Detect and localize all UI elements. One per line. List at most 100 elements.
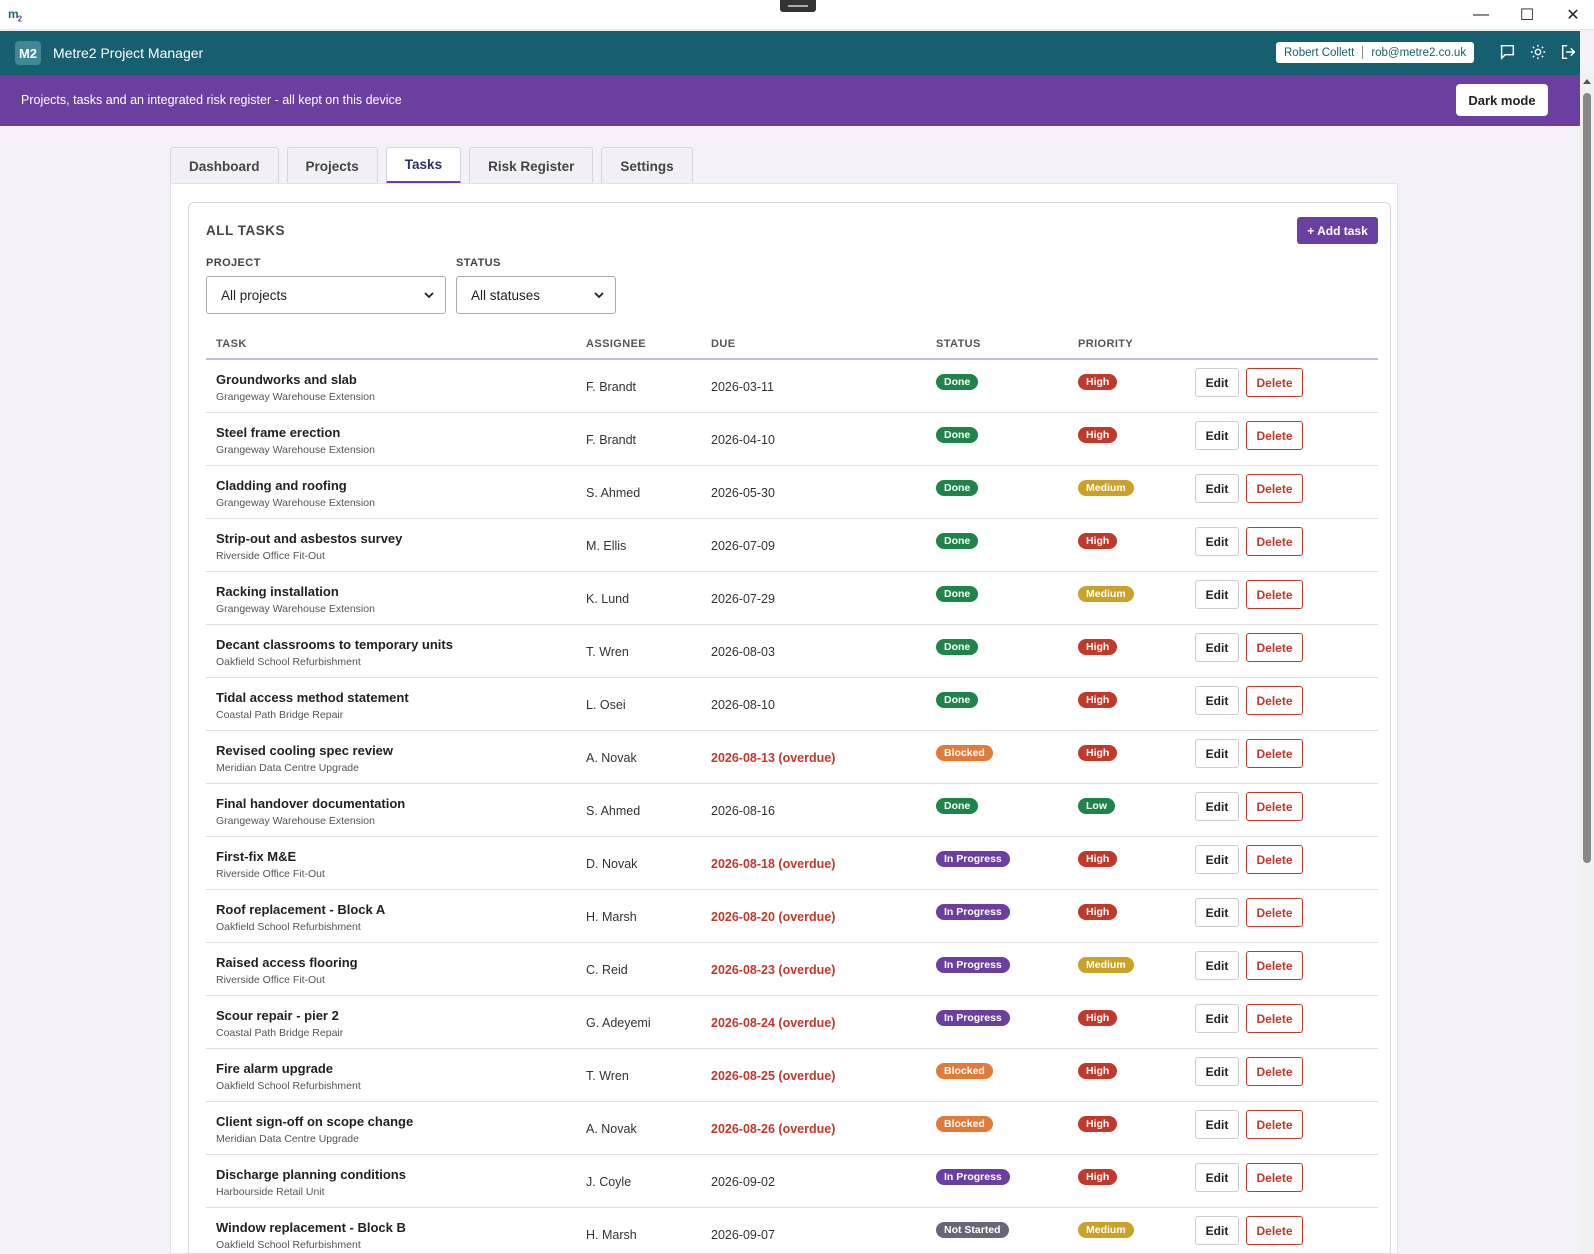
tab-risk-register[interactable]: Risk Register [469,147,594,184]
delete-button[interactable]: Delete [1246,792,1303,821]
delete-button[interactable]: Delete [1246,686,1303,715]
table-row: Discharge planning conditions Harbourside… [206,1155,1378,1208]
user-pill[interactable]: Robert Collett rob@metre2.co.uk [1276,42,1475,63]
edit-button[interactable]: Edit [1195,1110,1239,1139]
tab-projects[interactable]: Projects [286,147,378,184]
th-assignee[interactable]: ASSIGNEE [586,338,647,350]
edit-button[interactable]: Edit [1195,421,1239,450]
delete-button[interactable]: Delete [1246,1163,1303,1192]
edit-button[interactable]: Edit [1195,1216,1239,1245]
scrollbar-thumb[interactable] [1583,93,1591,863]
edit-button[interactable]: Edit [1195,792,1239,821]
logout-icon[interactable] [1560,43,1580,63]
project-filter-value: All projects [221,287,288,303]
th-due[interactable]: DUE [711,338,736,350]
task-assignee: D. Novak [586,857,638,871]
task-project: Grangeway Warehouse Extension [216,603,375,615]
edit-button[interactable]: Edit [1195,1163,1239,1192]
status-badge: Done [936,480,979,496]
task-name[interactable]: Discharge planning conditions [216,1167,406,1182]
drag-handle[interactable] [780,0,816,12]
scroll-up-icon[interactable] [1583,79,1591,84]
dark-mode-button[interactable]: Dark mode [1456,84,1548,116]
delete-button[interactable]: Delete [1246,633,1303,662]
task-due: 2026-04-10 [711,433,775,447]
delete-button[interactable]: Delete [1246,1004,1303,1033]
delete-button[interactable]: Delete [1246,474,1303,503]
edit-button[interactable]: Edit [1195,368,1239,397]
table-row: Window replacement - Block B Oakfield Sch… [206,1208,1378,1254]
status-filter-select[interactable]: All statuses [456,276,616,314]
status-badge: Done [936,586,979,602]
maximize-icon[interactable]: ☐ [1519,7,1535,24]
app-header: M2 Metre2 Project Manager Robert Collett… [0,31,1580,75]
delete-button[interactable]: Delete [1246,951,1303,980]
task-name[interactable]: Revised cooling spec review [216,743,394,758]
delete-button[interactable]: Delete [1246,739,1303,768]
table-header: TASK ASSIGNEE DUE STATUS PRIORITY [206,330,1378,360]
delete-button[interactable]: Delete [1246,845,1303,874]
task-project: Grangeway Warehouse Extension [216,391,375,403]
th-priority[interactable]: PRIORITY [1078,338,1134,350]
task-name[interactable]: Roof replacement - Block A [216,902,386,917]
edit-button[interactable]: Edit [1195,474,1239,503]
task-assignee: K. Lund [586,592,630,606]
edit-button[interactable]: Edit [1195,739,1239,768]
task-name[interactable]: Scour repair - pier 2 [216,1008,339,1023]
edit-button[interactable]: Edit [1195,633,1239,662]
delete-button[interactable]: Delete [1246,898,1303,927]
task-name[interactable]: Tidal access method statement [216,690,409,705]
delete-button[interactable]: Delete [1246,527,1303,556]
task-name[interactable]: Raised access flooring [216,955,358,970]
task-name[interactable]: Fire alarm upgrade [216,1061,334,1076]
edit-button[interactable]: Edit [1195,1004,1239,1033]
task-assignee: A. Novak [586,1122,637,1136]
add-task-button[interactable]: + Add task [1297,217,1378,244]
table-row: Roof replacement - Block A Oakfield Schoo… [206,890,1378,943]
task-name[interactable]: Racking installation [216,584,339,599]
tab-dashboard[interactable]: Dashboard [170,147,279,184]
th-task[interactable]: TASK [216,338,247,350]
edit-button[interactable]: Edit [1195,580,1239,609]
table-row: Steel frame erection Grangeway Warehouse … [206,413,1378,466]
user-email: rob@metre2.co.uk [1371,46,1467,59]
status-badge: Done [936,692,979,708]
project-filter-select[interactable]: All projects [206,276,446,314]
task-due: 2026-08-18 (overdue) [711,857,836,871]
priority-badge: High [1078,1169,1118,1185]
tab-settings[interactable]: Settings [601,147,693,184]
task-due: 2026-08-24 (overdue) [711,1016,836,1030]
task-name[interactable]: Window replacement - Block B [216,1220,406,1235]
task-name[interactable]: Decant classrooms to temporary units [216,637,453,652]
status-badge: Not Started [936,1222,1009,1238]
minimize-icon[interactable]: — [1473,6,1489,23]
delete-button[interactable]: Delete [1246,1110,1303,1139]
tab-tasks[interactable]: Tasks [385,147,462,184]
delete-button[interactable]: Delete [1246,580,1303,609]
task-due: 2026-07-09 [711,539,775,553]
table-row: Final handover documentation Grangeway Wa… [206,784,1378,837]
delete-button[interactable]: Delete [1246,421,1303,450]
task-name[interactable]: Strip-out and asbestos survey [216,531,403,546]
edit-button[interactable]: Edit [1195,686,1239,715]
task-name[interactable]: Groundworks and slab [216,372,357,387]
edit-button[interactable]: Edit [1195,845,1239,874]
task-name[interactable]: Client sign-off on scope change [216,1114,414,1129]
task-name[interactable]: First-fix M&E [216,849,297,864]
task-name[interactable]: Steel frame erection [216,425,341,440]
edit-button[interactable]: Edit [1195,898,1239,927]
page-scrollbar[interactable] [1580,75,1594,1254]
edit-button[interactable]: Edit [1195,951,1239,980]
gear-icon[interactable] [1529,43,1549,63]
task-name[interactable]: Final handover documentation [216,796,406,811]
edit-button[interactable]: Edit [1195,1057,1239,1086]
chat-icon[interactable] [1498,43,1518,63]
delete-button[interactable]: Delete [1246,1057,1303,1086]
priority-badge: Medium [1078,480,1134,496]
th-status[interactable]: STATUS [936,338,981,350]
task-name[interactable]: Cladding and roofing [216,478,347,493]
edit-button[interactable]: Edit [1195,527,1239,556]
close-icon[interactable]: ✕ [1566,7,1580,24]
delete-button[interactable]: Delete [1246,1216,1303,1245]
delete-button[interactable]: Delete [1246,368,1303,397]
